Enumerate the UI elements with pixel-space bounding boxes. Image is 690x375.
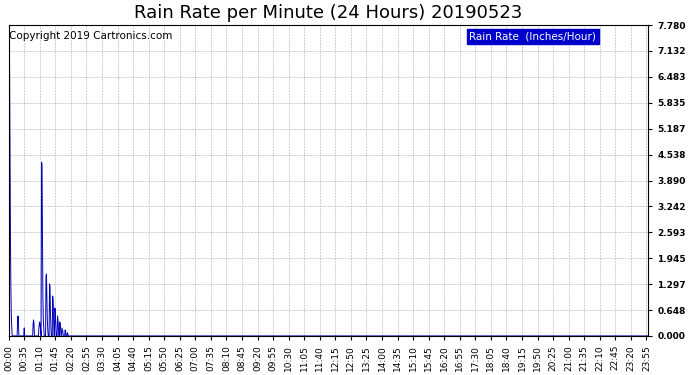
Title: Rain Rate per Minute (24 Hours) 20190523: Rain Rate per Minute (24 Hours) 20190523 — [135, 4, 522, 22]
Text: Copyright 2019 Cartronics.com: Copyright 2019 Cartronics.com — [9, 32, 172, 41]
Text: Rain Rate  (Inches/Hour): Rain Rate (Inches/Hour) — [469, 32, 596, 41]
